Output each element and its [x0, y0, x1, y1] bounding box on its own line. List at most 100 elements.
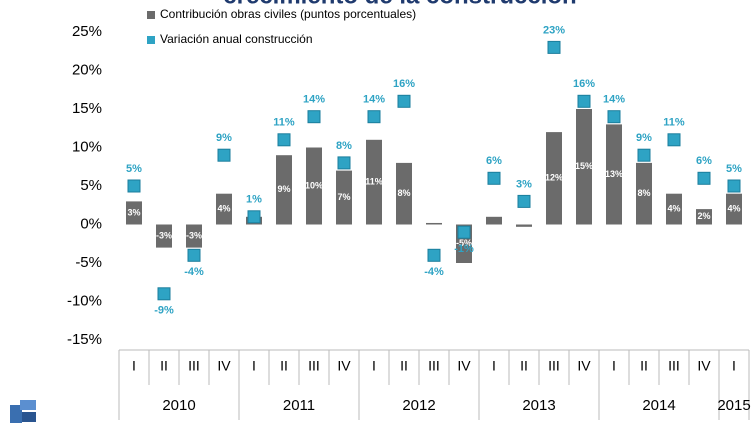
x-tick-label: III: [188, 358, 200, 374]
bar: [186, 224, 202, 248]
marker: [487, 171, 501, 185]
legend-swatch: [147, 11, 155, 19]
y-tick-label: -5%: [75, 254, 102, 271]
x-tick-label: II: [400, 358, 408, 374]
y-tick-label: -10%: [67, 292, 102, 309]
marker: [607, 110, 621, 124]
marker: [547, 40, 561, 54]
marker-value-label: 6%: [486, 155, 502, 167]
year-label: 2012: [402, 397, 435, 414]
marker: [637, 148, 651, 162]
marker-value-label: 9%: [216, 132, 232, 144]
marker-value-label: 14%: [603, 94, 625, 106]
y-tick-label: 20%: [72, 61, 102, 78]
marker: [337, 156, 351, 170]
bar-value-label: 4%: [667, 203, 680, 213]
x-tick-label: III: [308, 358, 320, 374]
marker-value-label: -1%: [454, 243, 474, 255]
marker: [247, 210, 261, 224]
marker-value-label: 11%: [273, 117, 295, 129]
marker: [697, 171, 711, 185]
y-tick-label: 5%: [80, 177, 102, 194]
marker: [577, 94, 591, 108]
bar-value-label: 2%: [697, 211, 710, 221]
marker: [187, 248, 201, 262]
bar: [516, 224, 532, 227]
x-tick-label: I: [372, 358, 376, 374]
marker: [157, 287, 171, 301]
x-tick-label: IV: [217, 358, 231, 374]
x-tick-label: I: [492, 358, 496, 374]
y-tick-label: -15%: [67, 331, 102, 348]
bar: [576, 109, 592, 225]
bar: [156, 224, 172, 248]
year-label: 2014: [642, 397, 675, 414]
bar: [306, 147, 322, 225]
marker-value-label: 9%: [636, 132, 652, 144]
marker: [427, 248, 441, 262]
marker: [217, 148, 231, 162]
bar-value-label: -3%: [186, 230, 202, 240]
bar: [636, 162, 652, 225]
legend-label: Variación anual construcción: [160, 32, 313, 46]
marker: [397, 94, 411, 108]
y-tick-label: 15%: [72, 100, 102, 117]
marker-value-label: 6%: [696, 155, 712, 167]
marker-value-label: 16%: [393, 78, 415, 90]
bar-value-label: 4%: [217, 203, 230, 213]
bar: [126, 201, 142, 225]
marker: [307, 110, 321, 124]
marker-value-label: 8%: [336, 140, 352, 152]
marker: [127, 179, 141, 193]
x-tick-label: I: [132, 358, 136, 374]
marker: [367, 110, 381, 124]
bar: [276, 155, 292, 225]
marker-value-label: 1%: [246, 194, 262, 206]
marker-value-label: 16%: [573, 78, 595, 90]
bar: [336, 170, 352, 225]
marker: [517, 194, 531, 208]
x-tick-label: II: [160, 358, 168, 374]
bar-value-label: 7%: [337, 192, 350, 202]
chart-title: crecimiento de la construcción: [223, 0, 576, 9]
y-tick-label: 10%: [72, 138, 102, 155]
logo: [10, 400, 36, 423]
marker: [727, 179, 741, 193]
marker: [457, 225, 471, 239]
marker-value-label: 23%: [543, 24, 565, 36]
bar: [726, 193, 742, 225]
bar: [546, 132, 562, 225]
x-tick-label: III: [548, 358, 560, 374]
marker-value-label: 5%: [126, 163, 142, 175]
marker-value-label: -9%: [154, 305, 174, 317]
x-tick-label: II: [520, 358, 528, 374]
year-label: 2010: [162, 397, 195, 414]
marker-value-label: 14%: [363, 94, 385, 106]
bar-value-label: 15%: [575, 161, 593, 171]
marker-value-label: 5%: [726, 163, 742, 175]
marker-value-label: -4%: [184, 266, 204, 278]
bar-value-label: 11%: [365, 177, 383, 187]
bar-value-label: 4%: [727, 203, 740, 213]
bar: [216, 193, 232, 225]
marker-value-label: 14%: [303, 94, 325, 106]
bar: [426, 222, 442, 225]
x-tick-label: IV: [697, 358, 711, 374]
bar-value-label: -3%: [156, 230, 172, 240]
bar-value-label: 8%: [637, 188, 650, 198]
x-tick-label: III: [668, 358, 680, 374]
bar-value-label: 10%: [305, 180, 323, 190]
bar: [606, 124, 622, 225]
x-tick-label: I: [252, 358, 256, 374]
year-label: 2011: [283, 397, 315, 414]
marker-value-label: -4%: [424, 266, 444, 278]
bar: [696, 209, 712, 225]
x-tick-label: II: [280, 358, 288, 374]
marker: [667, 133, 681, 147]
y-tick-label: 0%: [80, 215, 102, 232]
marker-value-label: 11%: [663, 117, 685, 129]
bar-value-label: 8%: [397, 188, 410, 198]
bar: [366, 139, 382, 225]
x-tick-label: IV: [577, 358, 591, 374]
